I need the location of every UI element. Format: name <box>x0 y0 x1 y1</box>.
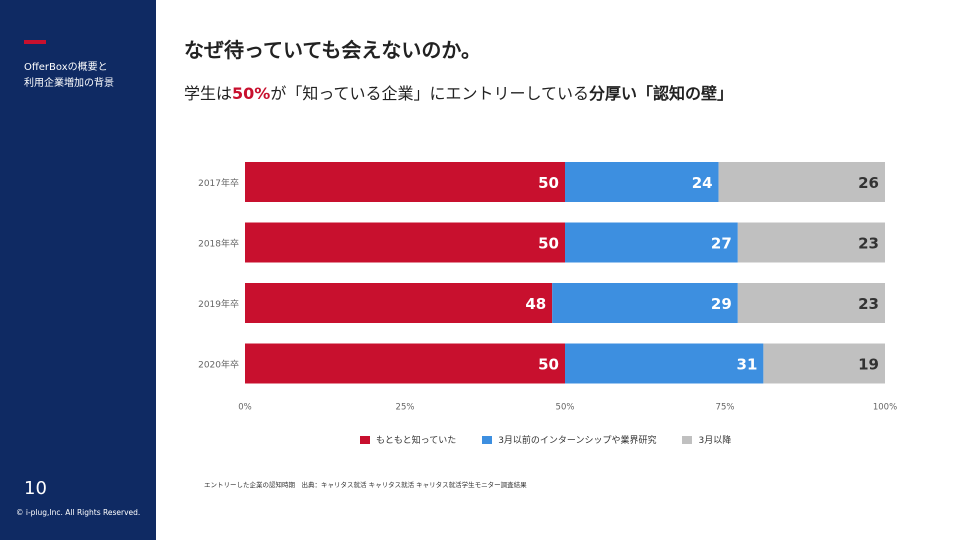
page-subtitle: 学生は50%が「知っている企業」にエントリーしている分厚い「認知の壁」 <box>184 80 733 104</box>
legend-swatch-3 <box>682 435 693 444</box>
bar-segment <box>718 162 885 202</box>
data-label: 29 <box>711 295 732 313</box>
subtitle-percentage: 50% <box>232 84 271 103</box>
bar-segment <box>565 343 764 384</box>
section-title: OfferBoxの概要と 利用企業増加の背景 <box>24 60 149 92</box>
x-tick-label: 75% <box>716 403 735 413</box>
data-label: 50 <box>538 174 559 192</box>
bar-segment <box>245 222 565 263</box>
data-label: 23 <box>858 295 879 313</box>
legend-item-1: もともと知っていた <box>360 433 456 446</box>
category-label: 2020年卒 <box>198 359 239 371</box>
x-tick-label: 100% <box>873 403 897 413</box>
category-label: 2018年卒 <box>198 238 239 250</box>
bar-segment <box>245 162 565 202</box>
footnote: エントリーした企業の認知時期 出典：キャリタス就活 キャリタス就活 キャリタス就… <box>204 481 527 489</box>
bar-segment <box>552 283 738 323</box>
legend-label-2: 3月以前のインターンシップや業界研究 <box>498 436 657 446</box>
data-label: 31 <box>737 356 758 374</box>
bar-segment <box>737 222 885 263</box>
section-title-line-1: OfferBoxの概要と <box>24 62 108 73</box>
x-tick-label: 0% <box>238 403 252 413</box>
bar-segment <box>245 283 553 323</box>
data-label: 24 <box>692 174 713 192</box>
legend-swatch-1 <box>360 435 370 444</box>
bar-segment <box>245 343 565 384</box>
bar-segment <box>763 343 885 384</box>
data-label: 27 <box>711 235 732 253</box>
category-label: 2017年卒 <box>198 177 239 189</box>
data-label: 26 <box>858 174 879 192</box>
subtitle-emphasis: 分厚い「認知の壁」 <box>589 84 734 103</box>
legend-item-3: 3月以降 <box>682 433 731 446</box>
data-label: 50 <box>538 356 559 374</box>
legend-swatch-2 <box>482 435 493 444</box>
x-tick-label: 50% <box>556 403 575 413</box>
legend-label-3: 3月以降 <box>698 436 732 446</box>
legend-item-2: 3月以前のインターンシップや業界研究 <box>482 433 656 446</box>
bar-segment <box>565 222 738 263</box>
data-label: 48 <box>525 295 546 313</box>
legend-label-1: もともと知っていた <box>376 436 457 446</box>
category-label: 2019年卒 <box>198 298 239 310</box>
sidebar: OfferBoxの概要と 利用企業増加の背景 10 © i-plug,Inc. … <box>0 0 156 540</box>
chart-legend: もともと知っていた 3月以前のインターンシップや業界研究 3月以降 <box>360 433 731 446</box>
data-label: 50 <box>538 235 559 253</box>
copyright: © i-plug,Inc. All Rights Reserved. <box>16 508 141 517</box>
bar-segment <box>565 162 719 202</box>
stacked-bar-chart: 2017年卒 50 24 26 2018年卒 50 27 23 2019年卒 48 29 23 2020… <box>198 162 897 413</box>
x-tick-label: 25% <box>396 403 415 413</box>
accent-bar <box>24 40 46 44</box>
data-label: 23 <box>858 235 879 253</box>
section-title-line-2: 利用企業増加の背景 <box>24 78 114 89</box>
data-label: 19 <box>858 356 879 374</box>
page-number: 10 <box>24 478 47 499</box>
bar-segment <box>737 283 885 323</box>
subtitle-part-1: 学生は <box>184 84 233 103</box>
page-title: なぜ待っていても会えないのか。 <box>184 38 481 62</box>
subtitle-part-2: が「知っている企業」にエントリーしている <box>270 84 590 103</box>
